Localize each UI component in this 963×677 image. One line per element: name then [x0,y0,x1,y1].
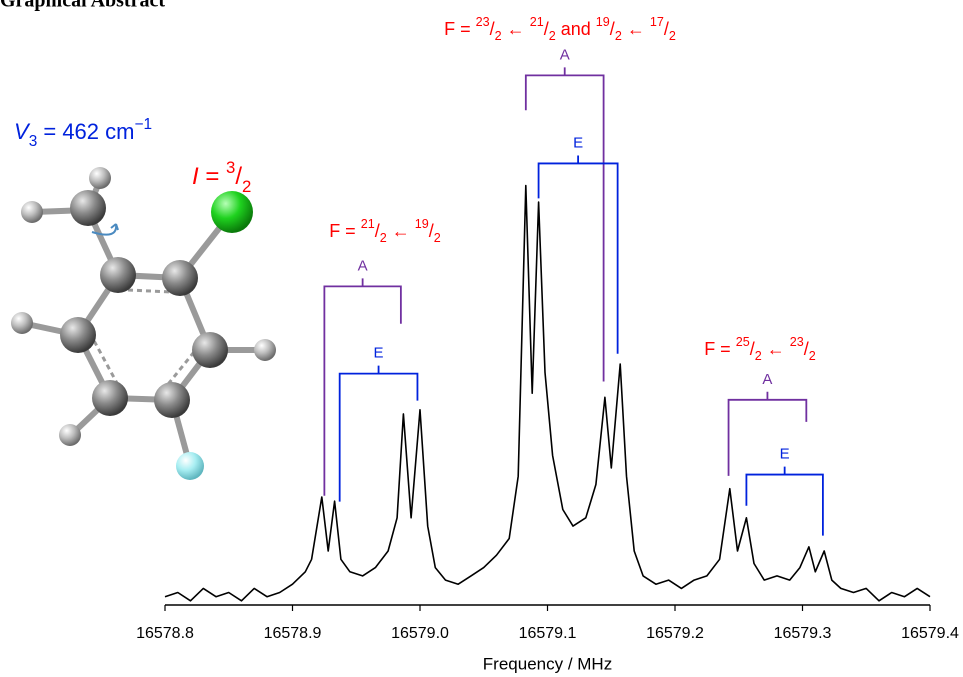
text-part: 23 [476,15,490,29]
barrier-label: V3 = 462 cm−1 [14,116,152,150]
x-tick-label: 16579.1 [519,625,577,642]
bracket-label: E [374,345,384,362]
text-part: I [192,163,199,190]
x-tick-label: 16578.9 [264,625,322,642]
text-part: 2 [755,349,762,363]
text-part: ← [387,221,415,241]
text-part: 19 [596,15,610,29]
spectrum-line [164,184,931,602]
text-part: ← [502,19,530,39]
atoms [11,167,276,480]
text-part: 17 [650,15,664,29]
text-part: / [375,221,380,241]
text-part: −1 [134,116,152,133]
rotation-arrow-head [110,223,119,231]
text-part: F = [444,19,476,39]
text-part: 2 [549,29,556,43]
text-part: 19 [415,217,429,231]
molecule [11,167,276,480]
text-part: F = [329,221,361,241]
text-part: = [199,163,226,190]
text-part: 23 [790,335,804,349]
bracket-label: E [780,446,790,463]
bracket-label: A [358,257,368,274]
text-part: 2 [380,231,387,245]
x-tick-label: 16578.8 [136,625,194,642]
text-part: ← [762,339,790,359]
x-tick-label: 16579.3 [774,625,832,642]
text-part: / [750,339,755,359]
text-part: V [14,119,31,144]
text-part: and [556,19,596,39]
assignment-bracket [537,155,619,354]
text-part: 2 [242,177,251,196]
x-tick-label: 16579.4 [901,625,959,642]
text-part: 3 [226,158,235,177]
text-part: 2 [809,349,816,363]
text-part: 21 [361,217,375,231]
x-tick-label: 16579.2 [646,625,704,642]
text-part: / [544,19,549,39]
transition-label: F = 23/2 ← 21/2 and 19/2 ← 17/2 [444,15,676,43]
text-part: 2 [615,29,622,43]
x-tick-label: 16579.0 [391,625,449,642]
text-part: / [490,19,495,39]
page-title: Graphical Abstract [0,0,165,12]
transition-label: F = 25/2 ← 23/2 [704,335,816,363]
text-part: F = [704,339,736,359]
text-part: / [804,339,809,359]
text-part: 2 [434,231,441,245]
assignment-bracket [338,365,419,502]
assignment-bracket [745,466,824,536]
text-part: / [235,163,242,190]
text-part: / [664,19,669,39]
bracket-label: A [560,46,570,63]
text-part: 3 [29,133,38,150]
assignment-bracket [524,67,605,382]
assignment-bracket [323,278,402,496]
text-part: 21 [530,15,544,29]
transition-label: F = 21/2 ← 19/2 [329,217,441,245]
text-part: 25 [736,335,750,349]
spin-label: I = 3/2 [192,158,251,196]
text-part: 2 [495,29,502,43]
bracket-label: E [573,134,583,151]
bracket-label: A [762,371,772,388]
text-part: / [610,19,615,39]
text-part: 2 [669,29,676,43]
text-part: / [429,221,434,241]
assignment-bracket [727,391,808,476]
x-axis-label: Frequency / MHz [483,654,612,673]
text-part: ← [622,19,650,39]
text-part: = 462 cm [37,119,134,144]
